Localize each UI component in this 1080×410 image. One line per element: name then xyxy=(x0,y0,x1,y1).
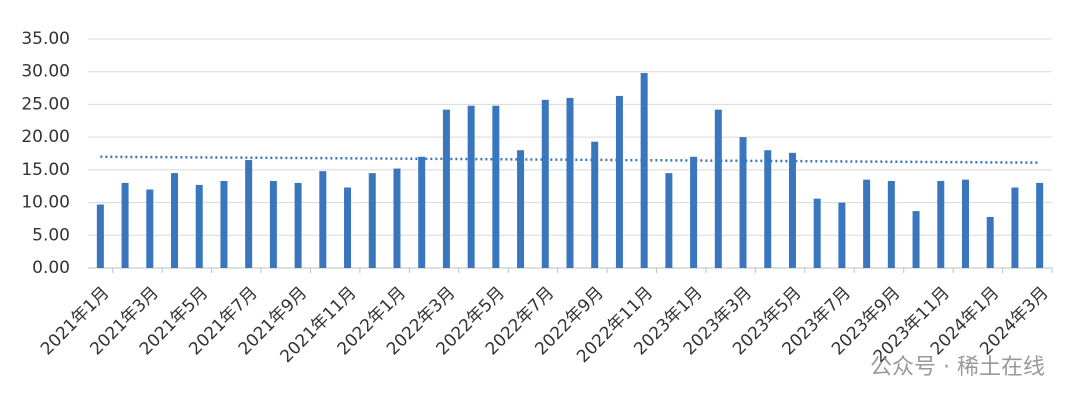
bar xyxy=(368,173,376,268)
bar xyxy=(739,137,747,268)
bar xyxy=(195,184,203,268)
bar xyxy=(96,204,104,268)
bar xyxy=(146,189,154,268)
bar xyxy=(887,180,895,268)
bar xyxy=(269,180,277,268)
y-tick-label: 5.00 xyxy=(32,225,70,245)
y-tick-label: 25.00 xyxy=(21,94,70,114)
y-tick-label: 15.00 xyxy=(21,160,70,180)
bar xyxy=(764,150,772,268)
bar xyxy=(838,202,846,268)
bar xyxy=(171,173,179,268)
bar xyxy=(788,152,796,268)
y-tick-label: 0.00 xyxy=(32,258,70,278)
bar xyxy=(393,168,401,268)
bar xyxy=(813,198,821,268)
bar xyxy=(517,150,525,268)
trendline xyxy=(100,155,1040,164)
bar xyxy=(690,156,698,268)
watermark: 公众号 · 稀土在线 xyxy=(870,355,1045,380)
bar xyxy=(714,109,722,268)
bar xyxy=(344,187,352,268)
bar xyxy=(1036,182,1044,268)
bar xyxy=(640,73,648,268)
bar xyxy=(467,105,475,268)
bar xyxy=(492,105,500,268)
y-tick-label: 30.00 xyxy=(21,62,70,82)
bar xyxy=(961,179,969,268)
bar xyxy=(418,156,426,268)
bar xyxy=(566,97,574,268)
bar xyxy=(1011,187,1019,268)
y-tick-label: 35.00 xyxy=(21,29,70,49)
bar xyxy=(541,99,549,268)
bar xyxy=(245,160,253,268)
bar xyxy=(319,171,327,268)
bar xyxy=(912,211,920,268)
bar xyxy=(442,109,450,268)
bar xyxy=(615,95,623,269)
bar xyxy=(220,180,228,268)
bar xyxy=(665,173,673,268)
bar xyxy=(121,182,129,268)
y-tick-label: 20.00 xyxy=(21,127,70,147)
bar xyxy=(591,141,599,268)
bar xyxy=(863,179,871,268)
bar xyxy=(294,182,302,268)
bar xyxy=(986,216,994,268)
y-tick-label: 10.00 xyxy=(21,193,70,213)
bar xyxy=(937,180,945,268)
